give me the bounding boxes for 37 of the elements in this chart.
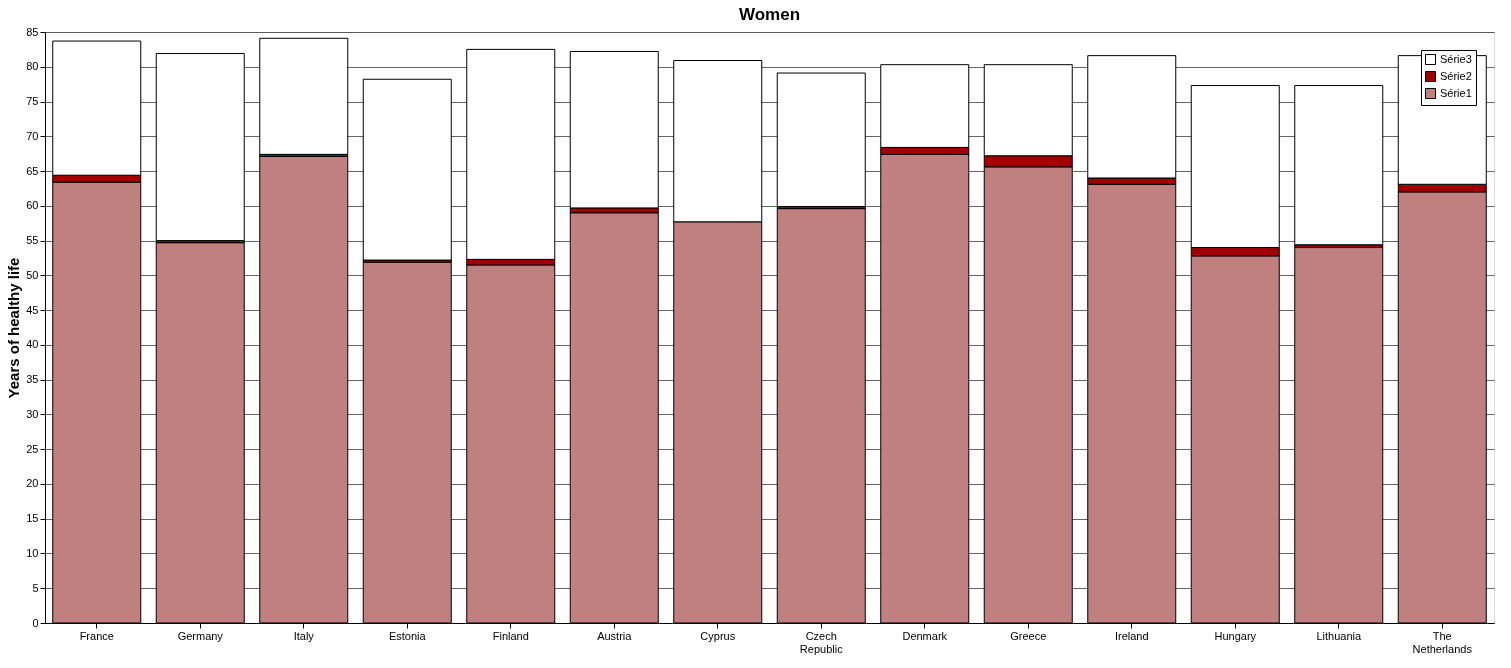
y-tick-label: 45 bbox=[26, 303, 39, 316]
x-tick-label: Finland bbox=[492, 629, 529, 642]
y-tick-label: 70 bbox=[26, 129, 39, 142]
x-tick-label: Estonia bbox=[388, 629, 427, 642]
x-tick-label: Lithuania bbox=[1316, 629, 1362, 642]
y-tick-label: 85 bbox=[26, 25, 39, 38]
y-tick-label: 30 bbox=[26, 407, 39, 420]
x-tick-label: France bbox=[79, 629, 114, 642]
x-tick-label: Denmark bbox=[902, 629, 948, 642]
y-tick-label: 25 bbox=[26, 442, 39, 455]
y-tick-label: 80 bbox=[26, 60, 39, 73]
legend-label: Série1 bbox=[1440, 86, 1472, 99]
y-tick-label: 50 bbox=[26, 268, 39, 281]
x-tick-label: The Netherlands bbox=[1412, 629, 1473, 655]
y-tick-label: 65 bbox=[26, 164, 39, 177]
y-tick-label: 35 bbox=[26, 373, 39, 386]
y-tick-label: 10 bbox=[26, 546, 39, 559]
y-tick-label: 60 bbox=[26, 199, 39, 212]
y-tick-label: 5 bbox=[32, 581, 39, 594]
x-tick-label: Austria bbox=[597, 629, 633, 642]
x-tick-label: Greece bbox=[1010, 629, 1047, 642]
y-tick-label: 15 bbox=[26, 512, 39, 525]
x-tick-label: Germany bbox=[177, 629, 224, 642]
x-tick-label: Italy bbox=[293, 629, 315, 642]
chart-title: Women bbox=[738, 5, 801, 24]
x-tick-label: Cyprus bbox=[700, 629, 736, 642]
legend-label: Série2 bbox=[1440, 69, 1472, 82]
y-tick-label: 75 bbox=[26, 95, 39, 108]
x-tick-label: Hungary bbox=[1214, 629, 1257, 642]
y-tick-label: 55 bbox=[26, 234, 39, 247]
y-tick-label: 40 bbox=[26, 338, 39, 351]
y-axis-title: Years of healthy life bbox=[5, 257, 23, 399]
x-tick-label: Ireland bbox=[1114, 629, 1149, 642]
y-tick-label: 0 bbox=[32, 616, 39, 629]
y-tick-label: 20 bbox=[26, 477, 39, 490]
legend-label: Série3 bbox=[1440, 52, 1472, 65]
x-tick-label: Czech Republic bbox=[799, 629, 844, 655]
